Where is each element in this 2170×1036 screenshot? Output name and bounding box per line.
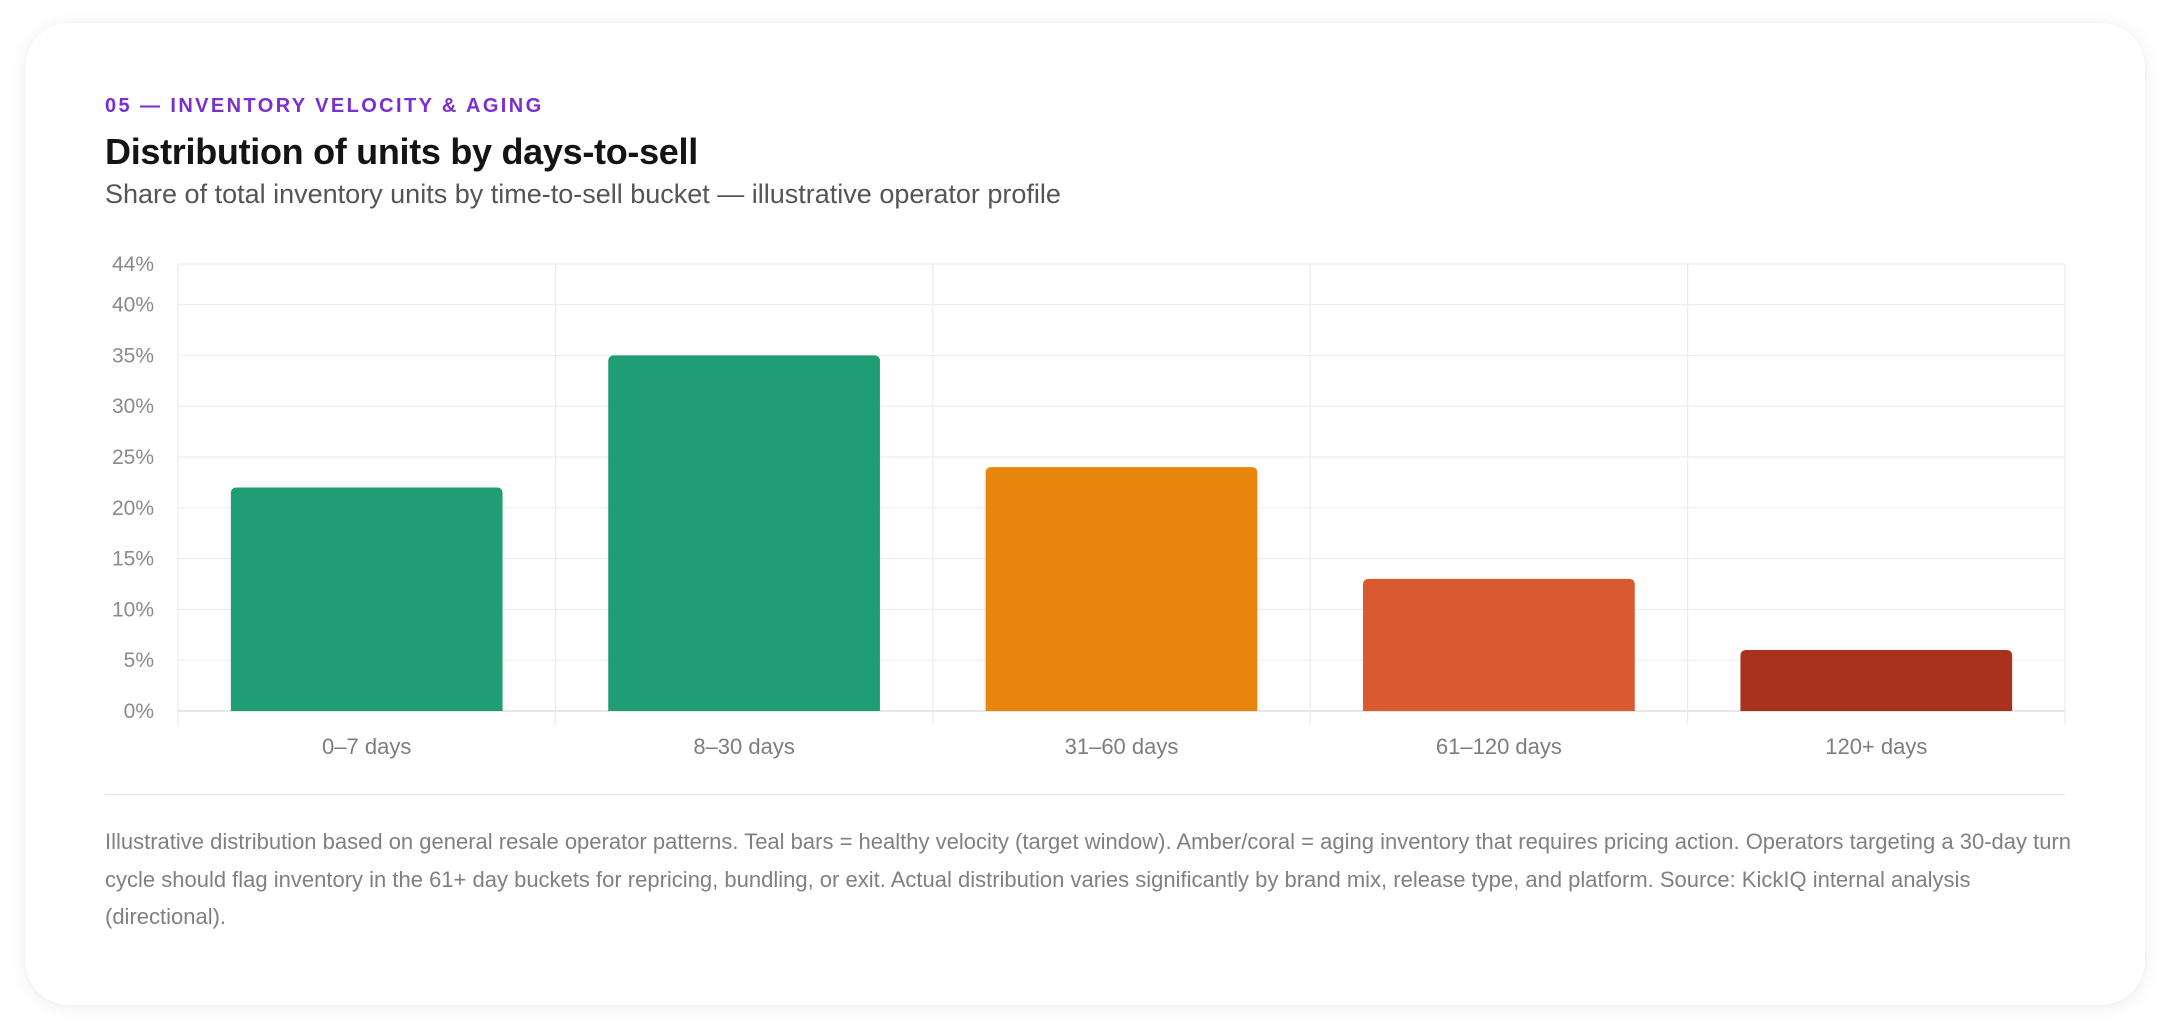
chart-card: 05 — INVENTORY VELOCITY & AGING Distribu… xyxy=(25,23,2145,1005)
x-axis: 0–7 days 8–30 days 31–60 days 61–120 days 12… xyxy=(322,734,1927,759)
y-tick-label: 44% xyxy=(112,253,154,276)
y-tick-label: 5% xyxy=(124,649,154,672)
footer-divider xyxy=(105,794,2065,795)
y-axis: 0% 5% 10% 15% 20% 25% 30% 35% 40% 44% xyxy=(112,253,154,723)
chart-subtitle: Share of total inventory units by time-t… xyxy=(105,179,1061,209)
section-eyebrow: 05 — INVENTORY VELOCITY & AGING xyxy=(105,95,544,117)
x-category-label: 31–60 days xyxy=(1065,734,1179,759)
y-tick-label: 30% xyxy=(112,395,154,418)
bar-1[interactable] xyxy=(230,487,503,712)
x-category-label: 120+ days xyxy=(1825,734,1927,759)
chart-title: Distribution of units by days-to-sell xyxy=(105,131,698,172)
y-tick-label: 0% xyxy=(124,700,154,723)
bar-3[interactable] xyxy=(985,467,1258,711)
bar-2[interactable] xyxy=(608,355,880,711)
y-tick-label: 25% xyxy=(112,446,154,469)
y-tick-label: 20% xyxy=(112,497,154,520)
bar-chart: 0% 5% 10% 15% 20% 25% 30% 35% 40% 44% 0–7 days 8–3… xyxy=(112,253,2066,759)
y-tick-label: 15% xyxy=(112,548,154,571)
y-tick-label: 10% xyxy=(112,598,154,621)
bar-4[interactable] xyxy=(1363,578,1635,711)
y-tick-label: 40% xyxy=(112,294,154,317)
x-category-label: 0–7 days xyxy=(322,734,411,759)
y-tick-label: 35% xyxy=(112,344,154,367)
chart-footnote: Illustrative distribution based on gener… xyxy=(105,829,2071,929)
bars xyxy=(230,355,2013,712)
bar-5[interactable] xyxy=(1740,650,2013,711)
x-category-label: 8–30 days xyxy=(693,734,795,759)
x-category-label: 61–120 days xyxy=(1436,734,1562,759)
